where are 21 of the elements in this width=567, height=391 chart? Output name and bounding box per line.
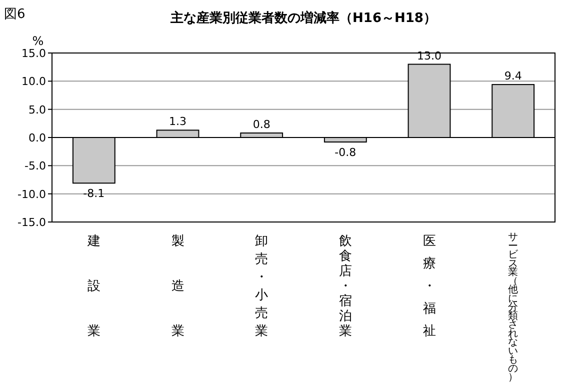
data-label: 9.4 [504,70,522,83]
caption: 図6 [4,7,26,22]
data-label: -8.1 [83,187,105,200]
y-tick-label: 0.0 [28,132,46,144]
y-axis-title: % [32,34,44,48]
y-tick-label: -10.0 [18,188,46,201]
data-label: 1.3 [169,115,186,128]
x-tick-label: 医療・福祉 [422,234,436,339]
data-label: 0.8 [252,118,270,131]
category-label: 製造業 [171,234,184,339]
category-label: 建設業 [87,234,100,339]
category-label: サービス業（他に分類されないもの） [508,232,518,383]
y-tick-label: 10.0 [22,75,46,88]
y-tick-label: 5.0 [28,103,46,116]
chart-title: 主な産業別従業者数の増減率（H16～H18） [170,10,436,26]
data-label: -0.8 [334,146,356,160]
x-tick-label: 飲食店・宿泊業 [338,234,352,339]
x-tick-label: 卸売・小売業 [255,234,268,339]
y-tick-label: -5.0 [24,160,46,173]
y-tick-label: -15.0 [18,216,46,229]
y-tick-label: 15.0 [22,47,46,60]
